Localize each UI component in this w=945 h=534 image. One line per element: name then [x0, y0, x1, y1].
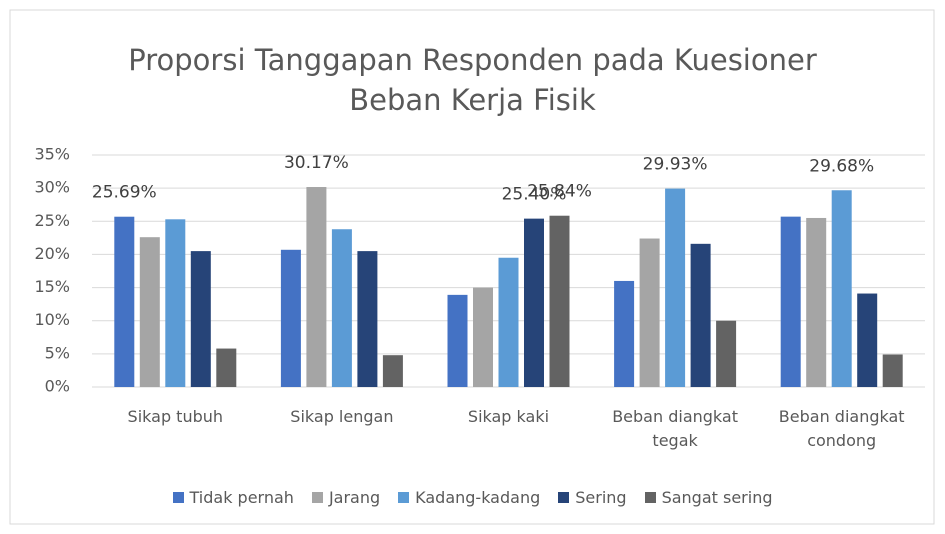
data-label: 25.40%	[502, 185, 567, 205]
bar	[639, 238, 660, 387]
data-label: 30.17%	[284, 153, 349, 173]
bar	[216, 348, 237, 387]
bar	[473, 287, 493, 387]
bar	[614, 280, 635, 387]
y-tick-label: 5%	[45, 343, 70, 362]
bar	[331, 229, 352, 387]
y-tick-label: 10%	[34, 310, 70, 329]
bar	[882, 354, 903, 387]
y-tick-label: 20%	[34, 244, 70, 263]
chart-border	[9, 9, 935, 525]
bar	[524, 218, 544, 387]
legend-label: Sering	[575, 488, 627, 507]
legend-swatch	[644, 492, 656, 503]
bar	[665, 188, 686, 387]
bar	[831, 190, 852, 387]
bar	[780, 216, 801, 387]
legend-label: Jarang	[328, 488, 381, 507]
bar	[857, 293, 878, 387]
legend-swatch	[558, 492, 570, 503]
legend-label: Tidak pernah	[189, 488, 294, 507]
legend-item: Sering	[558, 488, 627, 507]
y-tick-label: 25%	[34, 211, 70, 230]
data-label: 29.93%	[643, 155, 708, 175]
y-tick-label: 30%	[34, 178, 70, 197]
data-label: 25.69%	[92, 183, 157, 203]
x-tick-label: Beban diangkat condong	[778, 407, 905, 450]
y-tick-label: 15%	[34, 277, 70, 296]
bar	[549, 215, 570, 387]
bar	[447, 294, 468, 387]
legend-item: Jarang	[311, 488, 381, 507]
legend-label: Sangat sering	[661, 488, 773, 507]
legend-item: Kadang-kadang	[398, 488, 540, 507]
bar	[165, 219, 186, 387]
legend-swatch	[172, 492, 184, 503]
bar	[280, 249, 301, 387]
x-tick-label: Beban diangkat tegak	[612, 407, 738, 450]
data-label: 25.84%	[527, 182, 592, 202]
x-tick-label: Sikap lengan	[290, 407, 394, 426]
bar	[690, 243, 711, 387]
x-tick-label: Sikap kaki	[467, 407, 550, 426]
x-tick-label: Sikap tubuh	[127, 407, 224, 426]
data-label: 29.68%	[809, 156, 874, 176]
legend-swatch	[398, 492, 410, 503]
bar	[139, 237, 160, 387]
bar	[498, 257, 519, 387]
chart-title: Proporsi Tanggapan Responden pada Kuesio…	[128, 43, 817, 117]
bar	[382, 355, 403, 387]
y-tick-label: 0%	[45, 377, 70, 396]
legend-label: Kadang-kadang	[415, 488, 541, 507]
bar	[806, 217, 827, 387]
legend-item: Tidak pernah	[172, 488, 294, 507]
legend-item: Sangat sering	[644, 488, 773, 507]
legend-swatch	[311, 492, 323, 503]
y-tick-label: 35%	[34, 145, 70, 164]
bar	[114, 216, 135, 387]
bar	[357, 251, 378, 387]
bar	[306, 187, 327, 387]
bar	[716, 320, 737, 387]
bar	[190, 251, 211, 387]
legend: Tidak pernah Jarang Kadang-kadang Sering San…	[0, 488, 945, 507]
